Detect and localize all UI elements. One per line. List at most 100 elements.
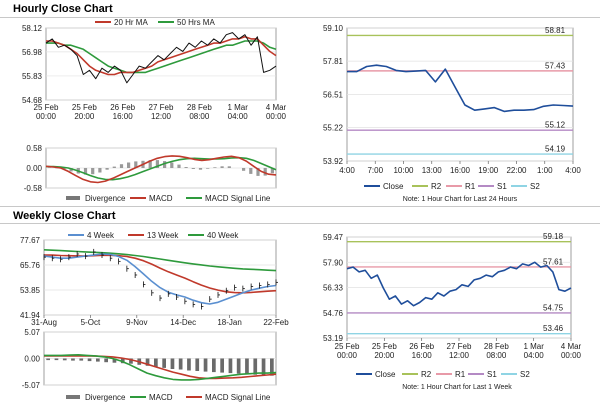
weekly_macd-divergence-bar: [104, 358, 108, 363]
weekly_macd-divergence-bar: [212, 358, 216, 373]
weekly_price-legend-label: 40 Week: [207, 231, 239, 240]
hourly_macd-divergence-bar: [263, 168, 267, 176]
weekly_macd-divergence-bar: [187, 358, 191, 371]
weekly_macd-divergence-bar: [79, 358, 84, 361]
weekly_macd-legend-label: Divergence: [85, 393, 126, 402]
weekly_pivot-group: 59.47 57.90 56.33 54.76 53.19 59.18 57.61 54.75…: [323, 232, 582, 391]
hourly_price-y-tick-label: 58.12: [22, 24, 43, 33]
weekly_macd-series-macd: [44, 353, 277, 381]
weekly_pivot-series-close: [346, 261, 572, 307]
hourly_price-legend-label: 20 Hr MA: [114, 18, 148, 27]
weekly_pivot-y-tick-label: 59.47: [323, 233, 344, 242]
weekly_macd-divergence-bar: [203, 358, 208, 372]
weekly_macd-divergence-bar: [270, 358, 274, 376]
hourly_macd-divergence-bar: [127, 162, 131, 168]
weekly_pivot-x-tick-label: 4 Mar 00:00: [561, 342, 582, 360]
hourly_macd-divergence-bar: [220, 166, 224, 168]
hourly_pivot-level-s1-label: 55.12: [545, 121, 566, 130]
weekly_macd-divergence-bar: [195, 358, 200, 371]
weekly_price-series-40w: [43, 249, 277, 272]
hourly_pivot-x-tick-label: 4:00: [565, 166, 581, 175]
hourly_macd-divergence-bar: [134, 161, 138, 168]
hourly_pivot-x-tick-label: 10:00: [393, 166, 414, 175]
hourly_macd-legend-label: Divergence: [85, 194, 126, 203]
weekly_macd-divergence-bar: [54, 358, 59, 361]
weekly_price-x-tick-label: 14-Dec: [170, 318, 196, 327]
hourly_macd-divergence-bar: [256, 168, 260, 176]
hourly_price-y-tick-label: 54.68: [22, 96, 43, 105]
weekly_macd-divergence-bar: [71, 358, 75, 361]
weekly_macd-divergence-bar: [145, 358, 150, 366]
hourly_pivot-x-tick-label: 13:00: [422, 166, 443, 175]
hourly_macd-divergence-bar: [148, 160, 152, 168]
weekly_price-x-tick-label: 31-Aug: [31, 318, 57, 327]
weekly_macd-divergence-bar: [154, 358, 158, 367]
weekly_price-legend-label: 13 Week: [147, 231, 179, 240]
weekly_price-y-tick-label: 41.94: [20, 311, 41, 320]
hourly-section-title: Hourly Close Chart: [0, 0, 600, 18]
hourly_macd-divergence-bar: [69, 168, 73, 172]
weekly_macd-group: 5.07 0.00 -5.07 Divergence MACD MACD Signal L…: [22, 328, 277, 402]
weekly_price-y-tick-label: 53.85: [20, 286, 41, 295]
weekly_price-x-tick-label: 18-Jan: [217, 318, 241, 327]
hourly_macd-legend-label: MACD: [149, 194, 173, 203]
weekly_macd-divergence-bar: [236, 358, 241, 374]
hourly_price-legend-label: 50 Hrs MA: [177, 18, 215, 27]
hourly_macd-divergence-bar: [249, 168, 253, 174]
hourly_pivot-legend-label: S1: [497, 182, 507, 191]
hourly_pivot-x-tick-label: 4:00: [339, 166, 355, 175]
hourly_price-y-tick-label: 55.83: [22, 72, 43, 81]
weekly_pivot-legend-label: S1: [487, 370, 497, 379]
weekly_macd-legend-swatch: [66, 395, 80, 399]
weekly_pivot-y-tick-label: 54.76: [323, 309, 344, 318]
hourly_pivot-x-tick-label: 1:00: [537, 166, 553, 175]
hourly_macd-divergence-bar: [112, 166, 116, 168]
weekly_pivot-x-tick-label: 27 Feb 12:00: [447, 342, 472, 360]
weekly_pivot-level-s1-label: 54.75: [543, 303, 564, 312]
weekly_pivot-legend-label: R2: [421, 370, 432, 379]
weekly_pivot-level-r1-label: 57.61: [543, 257, 564, 266]
weekly_macd-divergence-bar: [228, 358, 233, 374]
weekly_pivot-x-tick-label: 25 Feb 00:00: [335, 342, 360, 360]
hourly_macd-legend-label: MACD Signal Line: [205, 194, 271, 203]
hourly_macd-divergence-bar: [119, 164, 124, 168]
hourly_price-x-tick-label: 1 Mar 04:00: [227, 103, 248, 121]
weekly_pivot-y-tick-label: 57.90: [323, 258, 344, 267]
weekly_macd-divergence-bar: [62, 358, 67, 361]
weekly_pivot-note: Note: 1 Hour Chart for Last 1 Week: [402, 384, 512, 391]
hourly_pivot-level-s2-label: 54.19: [545, 145, 566, 154]
hourly_price-series-50hr: [46, 40, 277, 74]
hourly_price-plot-area: [45, 27, 277, 101]
hourly_macd-series-macd: [45, 155, 277, 184]
hourly_macd-group: 0.58 0.00 -0.58 Divergence MACD MACD Signal L…: [24, 144, 277, 203]
hourly_macd-divergence-bar: [213, 167, 217, 168]
hourly_pivot-legend-label: S2: [530, 182, 540, 191]
hourly_price-series-close: [45, 32, 277, 84]
weekly_pivot-legend-label: Close: [375, 370, 396, 379]
weekly_macd-y-tick-label: -5.07: [22, 381, 41, 390]
weekly_pivot-y-tick-label: 53.19: [323, 334, 344, 343]
weekly_pivot-legend-label: R1: [455, 370, 466, 379]
weekly_macd-divergence-bar: [220, 358, 224, 373]
hourly_macd-divergence-bar: [270, 168, 274, 174]
hourly_pivot-legend-label: Close: [383, 182, 404, 191]
hourly_pivot-x-tick-label: 16:00: [450, 166, 471, 175]
hourly_macd-legend-swatch: [66, 196, 80, 200]
weekly_price-y-tick-label: 77.67: [20, 236, 41, 245]
weekly_price-y-tick-label: 65.76: [20, 261, 41, 270]
hourly_macd-divergence-bar: [206, 168, 210, 169]
hourly_macd-divergence-bar: [177, 164, 181, 168]
hourly_pivot-level-r2-label: 58.81: [545, 26, 566, 35]
hourly_macd-divergence-bar: [191, 168, 195, 169]
weekly_pivot-level-r2-label: 59.18: [543, 232, 564, 241]
weekly_price-legend-label: 4 Week: [87, 231, 115, 240]
weekly_price-x-tick-label: 9-Nov: [126, 318, 147, 327]
hourly_macd-divergence-bar: [91, 168, 95, 175]
hourly_macd-divergence-bar: [83, 168, 88, 175]
weekly_price-series-4w: [43, 253, 277, 305]
weekly_pivot-y-tick-label: 56.33: [323, 284, 344, 293]
weekly_pivot-x-tick-label: 28 Feb 08:00: [484, 342, 509, 360]
